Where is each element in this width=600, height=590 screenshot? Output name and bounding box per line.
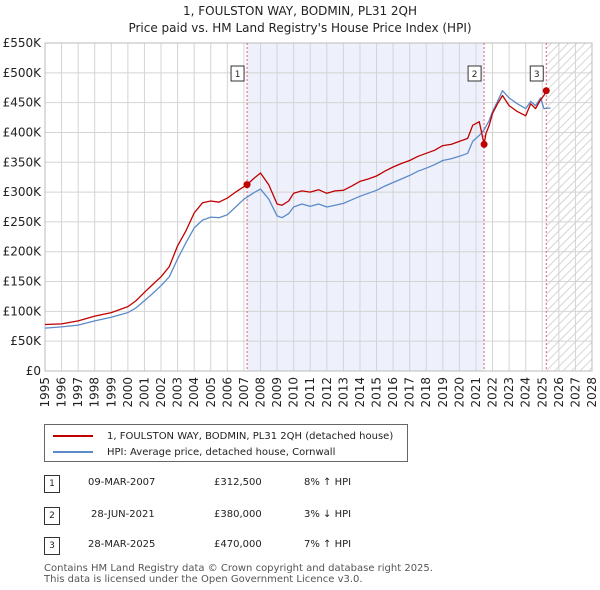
transaction-date: 09-MAR-2007 xyxy=(88,477,156,488)
x-tick-label: 1998 xyxy=(88,377,102,408)
x-tick-label: 2023 xyxy=(502,377,516,408)
y-tick-label: £400K xyxy=(3,125,43,139)
x-tick-label: 2009 xyxy=(270,377,284,408)
x-tick-label: 2002 xyxy=(154,377,168,408)
property-price-line xyxy=(44,90,547,326)
x-tick-label: 2021 xyxy=(469,377,483,408)
legend-item-hpi: HPI: Average price, detached house, Corn… xyxy=(53,444,335,460)
x-tick-label: 2013 xyxy=(336,377,350,408)
sale-point xyxy=(542,87,550,95)
legend-swatch-property xyxy=(53,435,93,437)
sale-label-box xyxy=(529,65,544,82)
y-tick-label: £300K xyxy=(3,185,43,199)
y-tick-label: £350K xyxy=(3,155,43,169)
sale-label-number: 1 xyxy=(235,70,241,80)
x-tick-label: 1996 xyxy=(55,377,69,408)
y-tick-label: £550K xyxy=(3,36,43,50)
y-tick-label: £250K xyxy=(3,215,43,229)
transaction-price: £380,000 xyxy=(214,509,262,520)
x-tick-label: 2028 xyxy=(585,377,599,408)
x-tick-label: 2022 xyxy=(486,377,500,408)
sale-label-number: 2 xyxy=(472,70,478,80)
y-tick-label: £100K xyxy=(3,304,43,318)
transaction-number: 2 xyxy=(44,507,60,525)
sale-point xyxy=(243,181,251,189)
x-tick-label: 2025 xyxy=(535,377,549,408)
price-chart: £0 £50K £100K £150K £200K £250K £300K £350K £400… xyxy=(3,36,599,408)
x-tick-label: 1995 xyxy=(38,377,52,408)
legend-item-property: 1, FOULSTON WAY, BODMIN, PL31 2QH (detac… xyxy=(53,428,393,444)
x-tick-label: 1999 xyxy=(104,377,118,408)
x-tick-label: 2014 xyxy=(353,377,367,408)
transaction-number: 1 xyxy=(44,475,60,493)
x-tick-label: 2024 xyxy=(519,377,533,408)
hatched-future-region xyxy=(546,43,592,371)
shaded-ownership-region xyxy=(247,43,485,371)
plot-border xyxy=(44,42,593,372)
x-tick-label: 2003 xyxy=(171,377,185,408)
x-tick-label: 2020 xyxy=(452,377,466,408)
chart-title: 1, FOULSTON WAY, BODMIN, PL31 2QH xyxy=(182,4,418,18)
transaction-hpi-diff: 8% ↑ HPI xyxy=(304,477,352,488)
transaction-date: 28-JUN-2021 xyxy=(91,509,155,520)
sale-point xyxy=(480,140,488,148)
transaction-price: £470,000 xyxy=(214,539,262,550)
chart-subtitle: Price paid vs. HM Land Registry's House … xyxy=(128,21,472,35)
x-tick-label: 2000 xyxy=(121,377,135,408)
x-tick-label: 2027 xyxy=(568,377,582,408)
x-tick-label: 2026 xyxy=(552,377,566,408)
transaction-price: £312,500 xyxy=(214,477,262,488)
footer-copyright: Contains HM Land Registry data © Crown c… xyxy=(44,563,433,574)
y-tick-label: £200K xyxy=(3,245,43,259)
x-tick-label: 2019 xyxy=(436,377,450,408)
transaction-hpi-diff: 3% ↓ HPI xyxy=(304,509,352,520)
legend-label-hpi: HPI: Average price, detached house, Corn… xyxy=(107,446,336,458)
y-tick-label: £450K xyxy=(3,96,43,110)
x-tick-label: 1997 xyxy=(71,377,85,408)
x-tick-label: 2008 xyxy=(253,377,267,408)
y-tick-label: £150K xyxy=(3,275,43,289)
x-tick-label: 2001 xyxy=(137,377,151,408)
y-tick-label: £50K xyxy=(10,334,42,348)
x-tick-label: 2006 xyxy=(220,377,234,408)
legend: 1, FOULSTON WAY, BODMIN, PL31 2QH (detac… xyxy=(44,424,408,462)
sale-label-number: 3 xyxy=(534,70,540,80)
x-tick-label: 2004 xyxy=(187,377,201,408)
legend-swatch-hpi xyxy=(53,451,93,453)
hpi-line xyxy=(44,90,551,329)
x-tick-label: 2011 xyxy=(303,377,317,408)
transaction-hpi-diff: 7% ↑ HPI xyxy=(304,539,352,550)
x-tick-label: 2016 xyxy=(386,377,400,408)
transaction-date: 28-MAR-2025 xyxy=(88,539,156,550)
x-tick-label: 2012 xyxy=(320,377,334,408)
x-tick-label: 2007 xyxy=(237,377,251,408)
legend-label-property: 1, FOULSTON WAY, BODMIN, PL31 2QH (detac… xyxy=(107,430,394,442)
sale-label-box xyxy=(467,65,482,82)
x-tick-label: 2018 xyxy=(419,377,433,408)
x-tick-label: 2015 xyxy=(370,377,384,408)
x-tick-label: 2010 xyxy=(287,377,301,408)
transaction-number: 3 xyxy=(44,537,60,555)
y-tick-label: £0 xyxy=(26,364,41,378)
x-tick-label: 2005 xyxy=(204,377,218,408)
y-tick-label: £500K xyxy=(3,66,43,80)
sale-label-box xyxy=(230,65,245,82)
x-tick-label: 2017 xyxy=(403,377,417,408)
footer-licence: This data is licensed under the Open Gov… xyxy=(44,574,363,585)
